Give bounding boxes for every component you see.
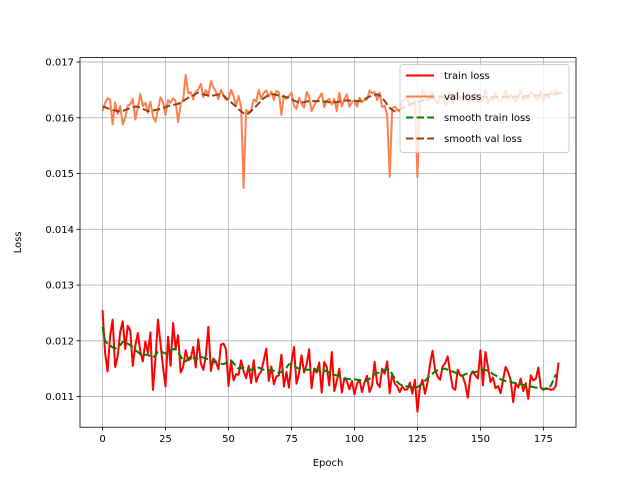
smooth-train-loss-line <box>101 326 557 391</box>
legend: train loss val loss smooth train loss smoot… <box>399 64 570 153</box>
x-tick-label: 125 <box>408 434 427 445</box>
x-tick-label: 50 <box>222 434 235 445</box>
y-tick-label: 0.013 <box>45 281 74 292</box>
y-axis-ticks: 0.011 0.012 0.013 0.014 0.015 0.016 0.017 <box>45 58 80 403</box>
x-tick-label: 0 <box>99 434 105 445</box>
y-tick-label: 0.011 <box>45 392 74 403</box>
x-tick-label: 150 <box>471 434 490 445</box>
legend-label: val loss <box>444 92 481 103</box>
y-tick-label: 0.017 <box>45 58 74 69</box>
x-tick-label: 75 <box>285 434 298 445</box>
y-tick-label: 0.014 <box>45 225 74 236</box>
y-tick-label: 0.012 <box>45 336 74 347</box>
train-loss-line <box>101 310 560 413</box>
x-tick-label: 25 <box>159 434 172 445</box>
x-tick-label: 100 <box>345 434 364 445</box>
x-axis-label: Epoch <box>313 458 344 469</box>
legend-box <box>399 64 570 153</box>
x-tick-label: 175 <box>534 434 553 445</box>
y-axis-label: Loss <box>13 231 24 253</box>
axes-frame <box>79 57 577 428</box>
legend-label: smooth train loss <box>444 113 530 124</box>
y-tick-label: 0.016 <box>45 113 74 124</box>
legend-label: train loss <box>444 71 490 82</box>
legend-label: smooth val loss <box>444 134 522 145</box>
x-axis-ticks: 0 25 50 75 100 125 150 175 <box>99 427 553 445</box>
y-tick-label: 0.015 <box>45 169 74 180</box>
